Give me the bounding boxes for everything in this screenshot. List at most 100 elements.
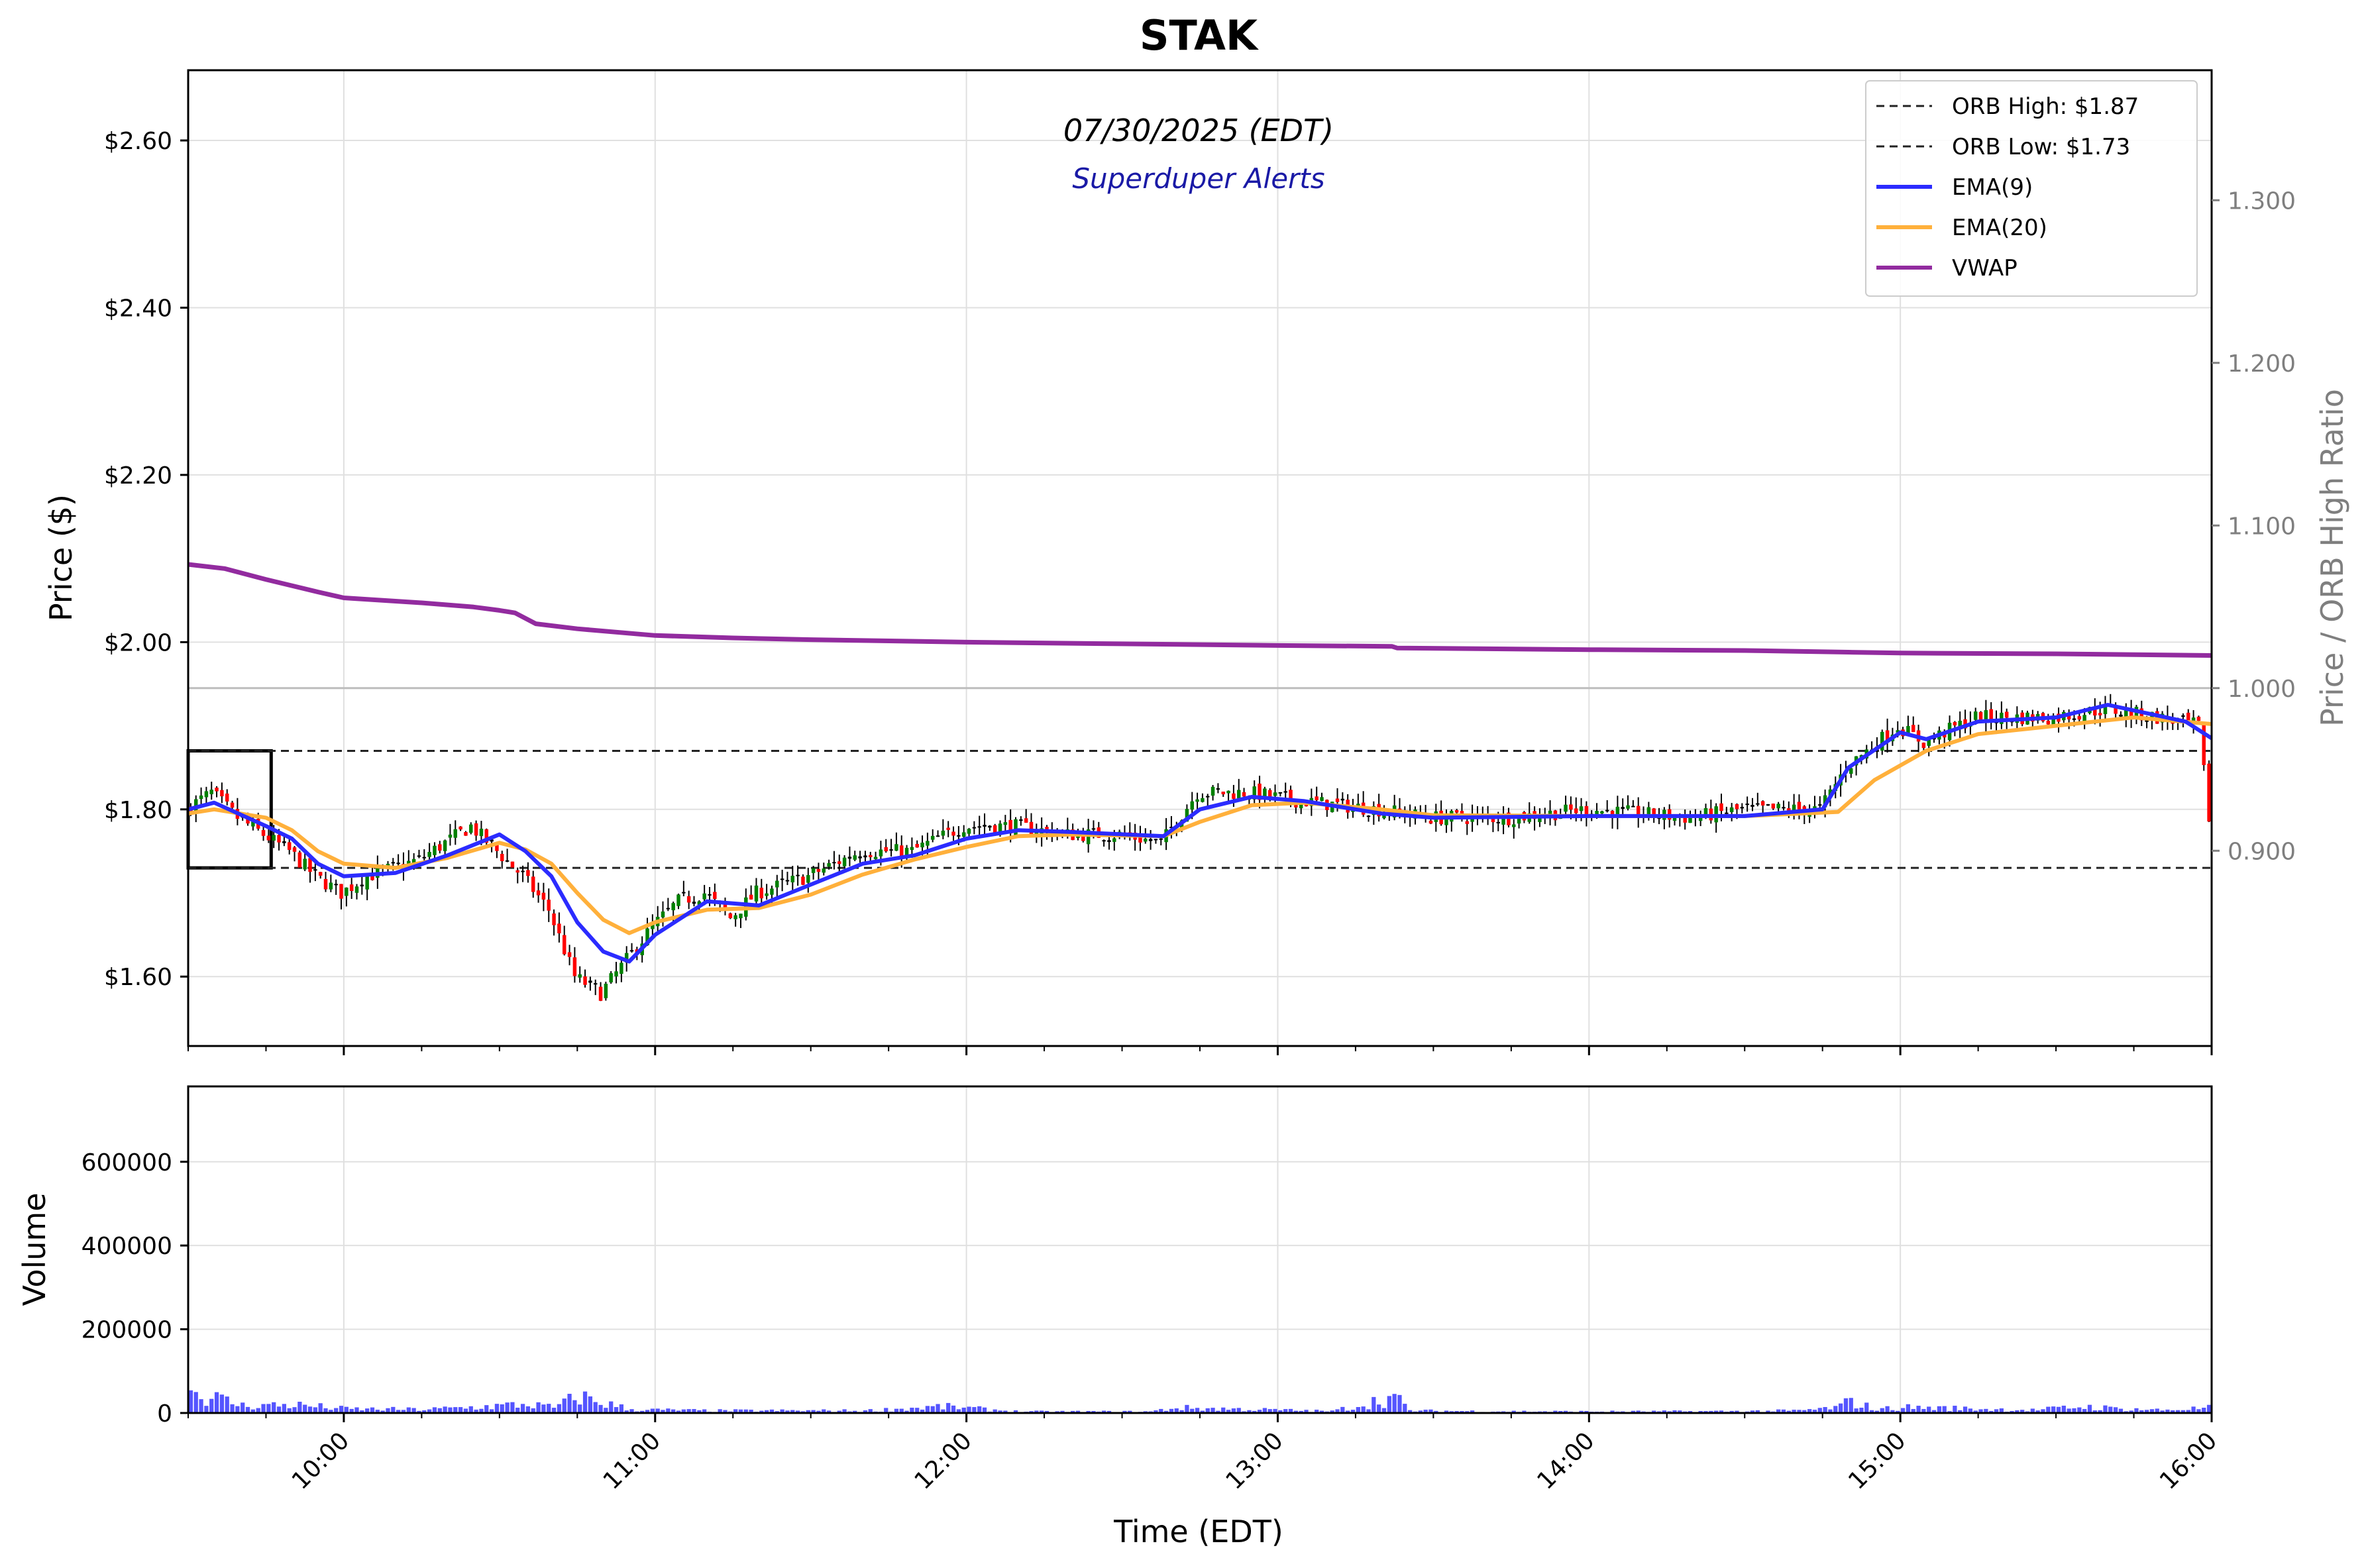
candle-body	[1206, 796, 1210, 798]
candle-body	[433, 845, 437, 855]
volume-bar	[225, 1396, 229, 1413]
candle-body	[1102, 840, 1106, 842]
volume-bar	[1999, 1408, 2004, 1413]
volume-bar	[1403, 1404, 1407, 1413]
volume-bar	[946, 1402, 951, 1413]
volume-bar	[681, 1409, 686, 1413]
volume-bar	[525, 1406, 531, 1413]
volume-bar	[427, 1409, 432, 1413]
candle-body	[920, 842, 924, 848]
volume-bar	[1843, 1398, 1849, 1413]
price-y-ticks: $1.60 $1.80 $2.00 $2.20 $2.40 $2.60	[104, 128, 188, 991]
volume-bar	[650, 1408, 655, 1413]
volume-bar	[868, 1409, 873, 1413]
volume-bar	[749, 1410, 753, 1413]
volume-bar	[1750, 1410, 1755, 1413]
volume-bar	[1885, 1406, 1890, 1413]
volume-bar	[1185, 1404, 1189, 1413]
volume-bar	[1288, 1408, 1293, 1413]
volume-bar	[1797, 1410, 1802, 1413]
volume-bar	[822, 1409, 826, 1413]
candle-body	[904, 847, 909, 857]
volume-bar	[1911, 1408, 1915, 1413]
volume-bar	[588, 1396, 593, 1413]
price-panel: 07/30/2025 (EDT) Superduper Alerts $1.60…	[43, 69, 2350, 1055]
volume-bar	[1304, 1410, 1309, 1413]
volume-bar	[666, 1408, 671, 1413]
volume-bar	[1849, 1398, 1853, 1413]
candle-body	[619, 963, 623, 974]
candle-body	[510, 861, 515, 868]
candle-body	[728, 913, 733, 919]
candle-body	[842, 857, 847, 866]
volume-bar	[1631, 1410, 1636, 1413]
candle-body	[1725, 812, 1729, 814]
volume-bar	[2165, 1409, 2170, 1413]
volume-bar	[910, 1408, 914, 1413]
volume-bar	[1900, 1408, 1906, 1413]
candle-body	[1880, 731, 1884, 751]
candle-body	[2129, 711, 2133, 718]
volume-bar	[297, 1401, 302, 1413]
candle-body	[1958, 721, 1962, 727]
legend-label: ORB High: $1.87	[1952, 93, 2139, 120]
candle-body	[629, 950, 634, 952]
price-tick-label: $2.00	[104, 629, 172, 656]
candle-body	[915, 844, 919, 848]
volume-bar	[884, 1408, 888, 1413]
price-tick-label: $2.40	[104, 295, 172, 322]
volume-bar	[551, 1408, 557, 1413]
legend: ORB High: $1.87 ORB Low: $1.73 EMA(9) EMA(2…	[1865, 80, 2198, 297]
candle-body	[1138, 836, 1142, 843]
candle-body	[1973, 711, 1978, 720]
volume-bar	[941, 1409, 945, 1413]
candle-body	[2046, 721, 2051, 725]
candle-body	[220, 790, 224, 797]
candle-body	[360, 884, 364, 886]
volume-bar	[323, 1408, 328, 1413]
volume-bar	[899, 1408, 904, 1413]
volume-bar	[1106, 1410, 1112, 1413]
volume-bars	[188, 1390, 2212, 1413]
legend-label: ORB Low: $1.73	[1952, 134, 2130, 160]
volume-bar	[1823, 1407, 1827, 1413]
volume-bar	[1802, 1410, 1807, 1413]
volume-bar	[619, 1404, 624, 1413]
volume-bar	[842, 1409, 847, 1413]
candle-body	[1154, 839, 1158, 841]
volume-bar	[629, 1409, 634, 1413]
candle-body	[246, 817, 250, 824]
candle-body	[199, 795, 203, 800]
volume-bar	[1709, 1410, 1713, 1413]
volume-bar	[380, 1410, 385, 1413]
volume-bar	[1766, 1410, 1770, 1413]
volume-bar	[2206, 1404, 2212, 1413]
candle-body	[204, 791, 209, 798]
volume-bar	[1652, 1410, 1656, 1413]
candle-body	[1216, 788, 1220, 790]
candle-body	[1169, 827, 1173, 829]
candle-body	[391, 862, 396, 864]
volume-bar	[443, 1406, 447, 1413]
volume-bar	[1169, 1408, 1174, 1413]
volume-bar	[951, 1405, 956, 1413]
volume-bar	[2035, 1410, 2040, 1413]
volume-bar	[2149, 1409, 2155, 1413]
volume-bar	[2051, 1406, 2056, 1413]
volume-bar	[188, 1390, 193, 1413]
volume-bar	[2196, 1409, 2201, 1413]
candle-body	[624, 953, 629, 963]
candle-body	[1201, 798, 1205, 802]
price-tick-label: $1.80	[104, 797, 172, 824]
volume-bar	[572, 1400, 577, 1413]
volume-bar	[1807, 1409, 1812, 1413]
candle-body	[853, 855, 857, 860]
volume-bar	[1963, 1406, 1968, 1413]
candle-body	[1771, 804, 1776, 809]
candle-body	[1008, 819, 1012, 834]
candle-body	[515, 870, 519, 873]
volume-bar	[1366, 1409, 1371, 1413]
volume-bar	[241, 1402, 245, 1413]
volume-bar	[1319, 1410, 1324, 1413]
volume-bar	[1781, 1409, 1786, 1413]
